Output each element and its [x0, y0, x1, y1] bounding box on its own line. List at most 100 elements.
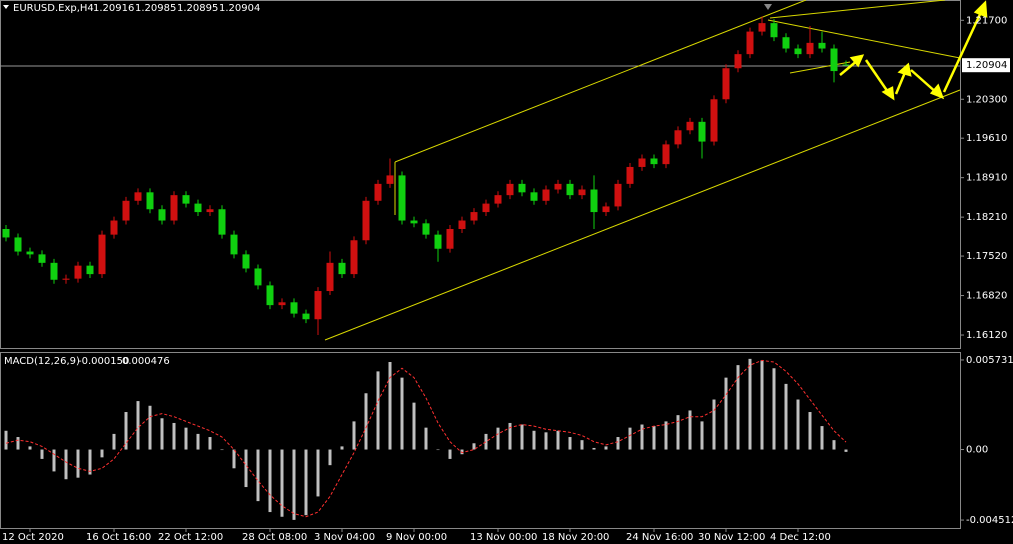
- candle-body: [746, 31, 754, 55]
- macd-bar: [364, 393, 368, 450]
- macd-bar: [616, 437, 620, 450]
- candle-body: [830, 48, 838, 72]
- candle-body: [218, 209, 226, 235]
- macd-bar: [76, 449, 80, 478]
- macd-main-value: -0.000150: [78, 356, 129, 367]
- candle-body: [710, 99, 718, 142]
- candle-body: [146, 192, 154, 210]
- y-tick-label: 1.18910: [966, 173, 1007, 184]
- macd-bar: [280, 449, 284, 517]
- x-tick-label: 3 Nov 04:00: [314, 532, 375, 543]
- y-tick-label: 1.17520: [966, 251, 1007, 262]
- macd-bar: [388, 362, 392, 450]
- candle-body: [590, 189, 598, 213]
- macd-bar: [376, 371, 380, 450]
- x-tick-label: 22 Oct 12:00: [158, 532, 223, 543]
- y-tick-label: 1.20300: [966, 94, 1007, 105]
- candle-body: [38, 254, 46, 263]
- x-tick-label: 18 Nov 20:00: [542, 532, 609, 543]
- candle-body: [362, 200, 370, 241]
- triangle-lower: [789, 61, 851, 74]
- y-tick-label: 0.005731: [966, 355, 1013, 366]
- arrow-head: [897, 62, 912, 77]
- candle-body: [206, 209, 214, 213]
- macd-bar: [352, 421, 356, 450]
- macd-bar: [532, 430, 536, 450]
- channel-lower: [324, 89, 961, 341]
- macd-bar: [184, 427, 188, 450]
- price-panel-frame: [0, 0, 961, 349]
- arrow-head: [881, 86, 895, 101]
- candle-body: [662, 144, 670, 165]
- y-tick-label: 1.16120: [966, 330, 1007, 341]
- candle-body: [686, 121, 694, 131]
- macd-bar: [604, 446, 608, 450]
- candle-body: [338, 262, 346, 275]
- candle-body: [446, 228, 454, 249]
- macd-bar: [544, 432, 548, 450]
- header-high: 1.20985: [135, 3, 176, 14]
- macd-bar: [832, 440, 836, 450]
- candle-body: [2, 228, 10, 238]
- candle-body: [542, 189, 550, 201]
- channel-upper-ext: [769, 0, 946, 19]
- candle-body: [266, 285, 274, 306]
- candle-body: [626, 166, 634, 184]
- macd-bar: [148, 405, 152, 450]
- macd-bar: [88, 449, 92, 475]
- x-tick-label: 30 Nov 12:00: [698, 532, 765, 543]
- arrow: [942, 9, 984, 93]
- y-tick-label: 0.00: [966, 445, 988, 456]
- candle-body: [734, 54, 742, 69]
- x-tick-label: 16 Oct 16:00: [86, 532, 151, 543]
- macd-bar: [100, 449, 104, 458]
- macd-bar: [796, 399, 800, 450]
- candle-body: [482, 203, 490, 213]
- candle-body: [134, 192, 142, 201]
- macd-bar: [40, 449, 44, 459]
- candle-body: [494, 195, 502, 204]
- macd-bar: [460, 449, 464, 455]
- y-tick-label: 1.16820: [966, 291, 1007, 302]
- arrow-head: [929, 83, 945, 100]
- macd-bar: [688, 410, 692, 450]
- signal-line: [5, 359, 847, 518]
- candle-body: [458, 220, 466, 229]
- channel-upper: [394, 0, 807, 163]
- macd-bar: [568, 437, 572, 450]
- candle-body: [86, 265, 94, 275]
- macd-bar: [172, 422, 176, 450]
- macd-bar: [268, 449, 272, 513]
- macd-bar: [820, 426, 824, 450]
- price-label-box: [962, 58, 1010, 73]
- candle-body: [818, 42, 826, 49]
- candle-body: [434, 234, 442, 249]
- candle-body: [578, 189, 586, 196]
- macd-bar: [748, 358, 752, 450]
- arrow-head: [973, 0, 988, 18]
- candle-body: [26, 251, 34, 255]
- macd-bar: [52, 449, 56, 472]
- macd-bar: [700, 421, 704, 450]
- macd-bar: [808, 412, 812, 450]
- candle-body: [782, 37, 790, 49]
- candle-body: [410, 220, 418, 224]
- candle-body: [770, 23, 778, 38]
- candle-body: [518, 183, 526, 193]
- x-tick-label: 28 Oct 08:00: [242, 532, 307, 543]
- macd-bar: [316, 449, 320, 497]
- candle-body: [638, 158, 646, 167]
- candle-body: [326, 262, 334, 292]
- macd-bar: [556, 430, 560, 450]
- macd-bar: [196, 433, 200, 450]
- macd-bar: [124, 412, 128, 450]
- x-tick-label: 24 Nov 16:00: [626, 532, 693, 543]
- x-tick-label: 12 Oct 2020: [2, 532, 64, 543]
- macd-bar: [220, 449, 224, 451]
- macd-bar: [436, 449, 440, 451]
- macd-bar: [652, 426, 656, 450]
- macd-bar: [328, 449, 332, 466]
- candle-body: [386, 175, 394, 184]
